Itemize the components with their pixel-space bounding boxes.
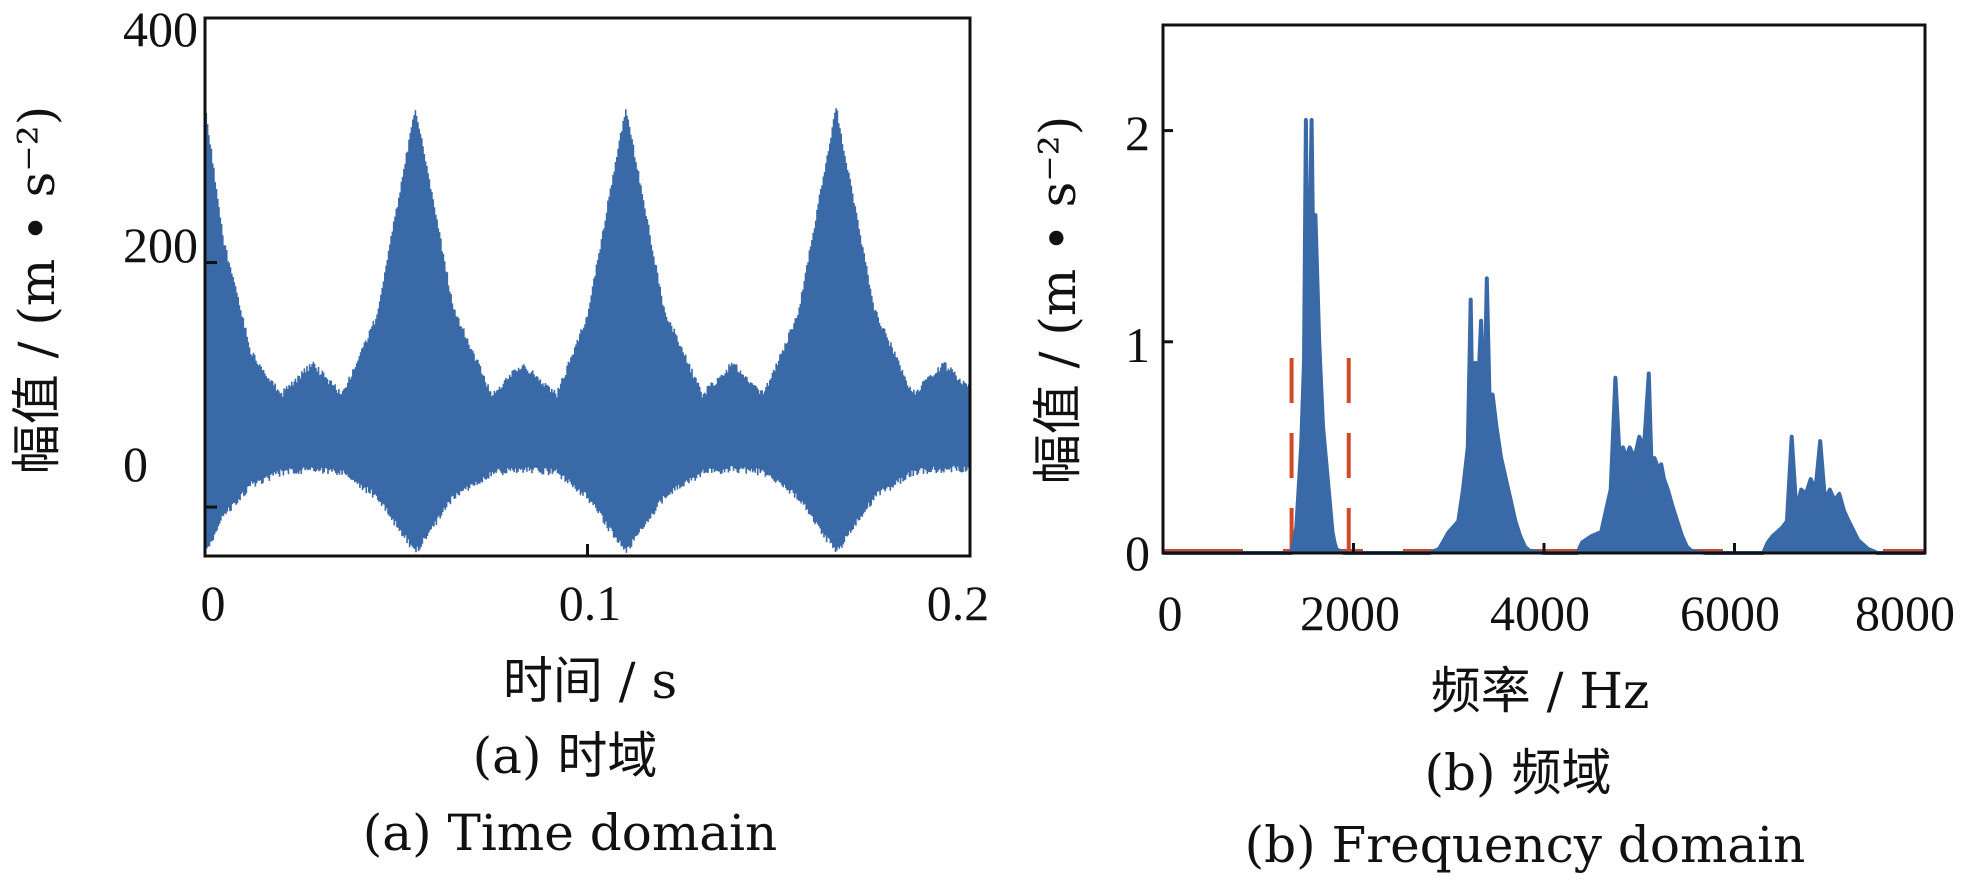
time-x-tick-0: 0: [201, 575, 226, 631]
freq-x-tick-0: 0: [1158, 585, 1183, 641]
freq-caption-cn: (b) 频域: [1425, 744, 1612, 802]
freq-x-tick-4000: 4000: [1490, 585, 1590, 641]
frequency-domain-chart: 2 1 0 0 2000 4000 6000 8000 幅值 / (m • s⁻…: [1029, 23, 1955, 874]
freq-x-tick-2000: 2000: [1300, 585, 1400, 641]
frequency-domain-ticks: [1161, 129, 1927, 555]
freq-y-tick-1: 1: [1125, 317, 1150, 373]
freq-y-axis-label: 幅值 / (m • s⁻²): [1029, 116, 1087, 484]
time-y-tick-200: 200: [123, 217, 198, 273]
time-y-axis-label: 幅值 / (m • s⁻²): [8, 106, 66, 474]
frequency-domain-plot-area: [1163, 118, 1925, 555]
time-x-tick-0.1: 0.1: [559, 575, 622, 631]
frequency-domain-frame: [1161, 23, 1927, 555]
freq-x-tick-6000: 6000: [1680, 585, 1780, 641]
time-y-tick-0: 0: [123, 436, 148, 492]
spectrum-fill: [1163, 155, 1925, 554]
time-signal-trace: [204, 103, 971, 553]
time-domain-plot-area: [204, 103, 971, 553]
spectrum-trace: [1163, 118, 1925, 555]
time-caption-cn: (a) 时域: [473, 727, 658, 785]
freq-x-tick-8000: 8000: [1855, 585, 1955, 641]
freq-y-tick-2: 2: [1125, 105, 1150, 161]
time-domain-chart: 400 200 0 0 0.1 0.2 幅值 / (m • s⁻²) 时间 / …: [8, 1, 989, 862]
time-domain-ticks: [203, 16, 972, 556]
freq-caption-en: (b) Frequency domain: [1245, 816, 1806, 874]
freq-x-axis-label: 频率 / Hz: [1431, 662, 1650, 720]
time-y-tick-400: 400: [123, 1, 198, 57]
time-x-tick-0.2: 0.2: [927, 575, 990, 631]
freq-y-tick-0: 0: [1125, 525, 1150, 581]
time-caption-en: (a) Time domain: [363, 804, 777, 862]
time-x-axis-label: 时间 / s: [503, 652, 677, 710]
